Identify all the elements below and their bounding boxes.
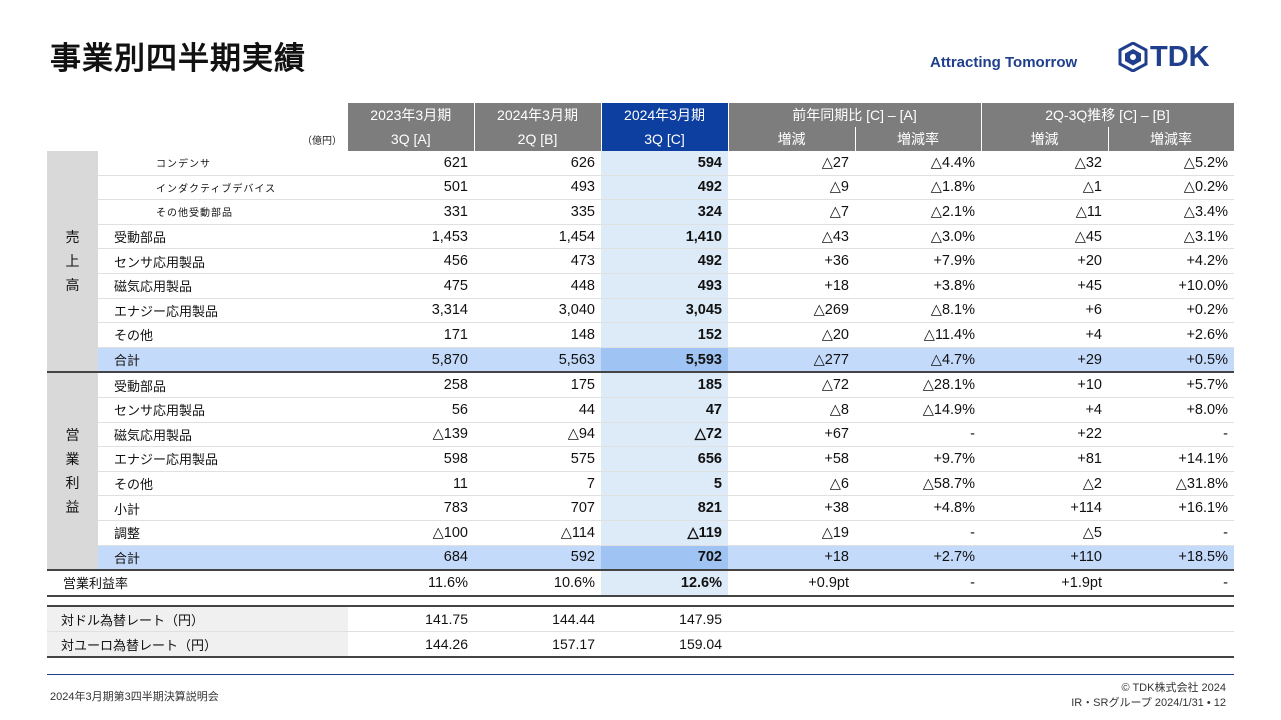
fx-rate-table: 対ドル為替レート（円） 141.75 144.44 147.95 対ユーロ為替レ… <box>47 605 1234 658</box>
logo-text: TDK <box>1150 42 1210 72</box>
sales-total-row: 合計 5,870 5,563 5,593 △277 △4.7% +29 +0.5% <box>47 347 1234 372</box>
op-group-label: 営業利益 <box>47 372 98 570</box>
table-row: その他 171 148 152 △20 △11.4% +4 +2.6% <box>47 323 1234 348</box>
qoq-rate-header: 増減率 <box>1108 127 1234 151</box>
table-row: 磁気応用製品 △139 △94 △72 +67- +22- <box>47 422 1234 447</box>
table-row: その他受動部品 331 335 324 △7 △2.1% △11 △3.4% <box>47 200 1234 225</box>
results-table: 2023年3月期 2024年3月期 2024年3月期 前年同期比 [C] – [… <box>47 103 1235 597</box>
header-row-periods: 2023年3月期 2024年3月期 2024年3月期 前年同期比 [C] – [… <box>47 103 1234 127</box>
yoy-header: 前年同期比 [C] – [A] <box>728 103 981 127</box>
footer-info: © TDK株式会社 2024 IR・SRグループ 2024/1/31 • 12 <box>1071 681 1226 711</box>
quarter-header-a: 3Q [A] <box>348 127 474 151</box>
table-row: エナジー応用製品 3,314 3,040 3,045 △269 △8.1% +6 +0… <box>47 298 1234 323</box>
fx-row-usd: 対ドル為替レート（円） 141.75 144.44 147.95 <box>47 606 1234 632</box>
tdk-logo: TDK <box>1118 42 1210 72</box>
table-row: 小計 783 707 821 +38 +4.8% +114 +16.1% <box>47 496 1234 521</box>
unit-label: （億円） <box>47 127 348 151</box>
footer-copyright: © TDK株式会社 2024 <box>1071 681 1226 696</box>
footer-divider <box>47 674 1234 675</box>
table-row: 受動部品 1,453 1,454 1,410 △43 △3.0% △45 △3.1% <box>47 224 1234 249</box>
period-header-c: 2024年3月期 <box>601 103 728 127</box>
table-row: その他 11 7 5 △6 △58.7% △2 △31.8% <box>47 471 1234 496</box>
table-row: エナジー応用製品 598 575 656 +58 +9.7% +81 +14.1% <box>47 447 1234 472</box>
footer-dept: IR・SRグループ 2024/1/31 • 12 <box>1071 696 1226 711</box>
header-row-quarters: （億円） 3Q [A] 2Q [B] 3Q [C] 増減 増減率 増減 増減率 <box>47 127 1234 151</box>
table-row: センサ応用製品 456 473 492 +36 +7.9% +20 +4.2% <box>47 249 1234 274</box>
yoy-rate-header: 増減率 <box>855 127 981 151</box>
table-row: インダクティブデバイス 501 493 492 △9 △1.8% △1 △0.2% <box>47 175 1234 200</box>
margin-row: 営業利益率 11.6% 10.6% 12.6% +0.9pt - +1.9pt - <box>47 570 1234 596</box>
table-row: 営業利益 受動部品 258 175 185 △72 △28.1% +10 +5.7% <box>47 372 1234 397</box>
quarter-header-b: 2Q [B] <box>474 127 601 151</box>
sales-group-label: 売上高 <box>47 151 98 372</box>
period-header-a: 2023年3月期 <box>348 103 474 127</box>
table-row: 調整 △100 △114 △119 △19- △5- <box>47 520 1234 545</box>
yoy-change-header: 増減 <box>728 127 855 151</box>
fx-row-eur: 対ユーロ為替レート（円） 144.26 157.17 159.04 <box>47 632 1234 658</box>
page-title: 事業別四半期実績 <box>50 33 306 78</box>
table-row: センサ応用製品 56 44 47 △8 △14.9% +4 +8.0% <box>47 397 1234 422</box>
table-row: 売上高 コンデンサ 621 626 594 △27 △4.4% △32 △5.2% <box>47 151 1234 175</box>
tagline: Attracting Tomorrow <box>930 54 1077 71</box>
op-total-row: 合計 684 592 702 +18 +2.7% +110 +18.5% <box>47 545 1234 570</box>
quarter-header-c: 3Q [C] <box>601 127 728 151</box>
footer-event: 2024年3月期第3四半期決算説明会 <box>50 688 219 704</box>
tdk-emblem-icon <box>1118 42 1148 72</box>
qoq-change-header: 増減 <box>981 127 1108 151</box>
period-header-b: 2024年3月期 <box>474 103 601 127</box>
qoq-header: 2Q-3Q推移 [C] – [B] <box>981 103 1234 127</box>
table-row: 磁気応用製品 475 448 493 +18 +3.8% +45 +10.0% <box>47 273 1234 298</box>
